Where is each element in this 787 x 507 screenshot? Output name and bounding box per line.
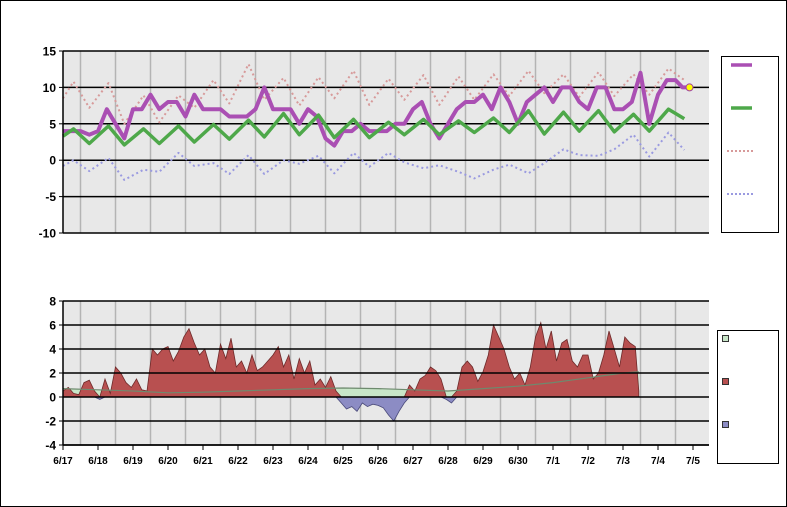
series-normal-high — [62, 63, 685, 125]
x-tick-label: 6/22 — [228, 456, 248, 467]
bottom-legend — [722, 335, 729, 428]
y-tick-label: 6 — [49, 319, 56, 333]
y-tick-label: 10 — [43, 81, 57, 95]
x-tick-label: 7/4 — [651, 456, 665, 467]
y-tick-label: -10 — [39, 227, 57, 241]
y-tick-label: -5 — [45, 190, 56, 204]
y-tick-label: -4 — [45, 439, 56, 453]
top-legend-box — [721, 56, 779, 233]
x-tick-label: 6/26 — [368, 456, 388, 467]
y-tick-label: 8 — [49, 295, 56, 309]
bottom-legend-box — [717, 330, 779, 464]
y-tick-label: 5 — [49, 117, 56, 131]
x-tick-label: 6/19 — [123, 456, 143, 467]
y-tick-label: 15 — [43, 45, 57, 59]
top-y-axis-ticks: 15 10 5 0 -5 -10 — [39, 45, 63, 241]
x-tick-label: 6/27 — [403, 456, 423, 467]
bottom-y-axis-ticks: 8 6 4 2 0 -2 -4 — [45, 295, 63, 453]
series-normal — [62, 107, 686, 147]
x-tick-label: 6/28 — [438, 456, 458, 467]
x-tick-label: 6/18 — [88, 456, 108, 467]
x-tick-label: 6/24 — [298, 456, 318, 467]
top-legend — [727, 63, 755, 195]
x-tick-label: 7/5 — [686, 456, 700, 467]
bottom-x-axis-date-labels: 6/17 6/18 6/19 6/20 6/21 6/22 6/23 6/24 6/25 6/26… — [53, 445, 700, 467]
series-normal-low — [62, 131, 686, 181]
legend-swatch — [722, 378, 729, 385]
x-tick-label: 6/20 — [158, 456, 178, 467]
x-tick-label: 7/1 — [546, 456, 560, 467]
y-tick-label: 2 — [49, 367, 56, 381]
x-tick-label: 6/23 — [263, 456, 283, 467]
legend-swatch — [722, 421, 729, 428]
y-tick-label: 4 — [49, 343, 56, 357]
x-tick-label: 6/30 — [508, 456, 528, 467]
y-tick-label: 0 — [49, 391, 56, 405]
x-tick-label: 6/29 — [473, 456, 493, 467]
x-tick-label: 6/21 — [193, 456, 213, 467]
top-series-lines — [62, 63, 694, 181]
legend-swatch — [722, 335, 729, 342]
latest-value-marker — [685, 83, 694, 92]
x-tick-label: 7/3 — [616, 456, 630, 467]
baseline-line — [62, 371, 639, 394]
x-tick-label: 7/2 — [581, 456, 595, 467]
y-tick-label: 0 — [49, 154, 56, 168]
x-tick-label: 6/17 — [53, 456, 73, 467]
x-tick-label: 6/25 — [333, 456, 353, 467]
y-tick-label: -2 — [45, 415, 56, 429]
